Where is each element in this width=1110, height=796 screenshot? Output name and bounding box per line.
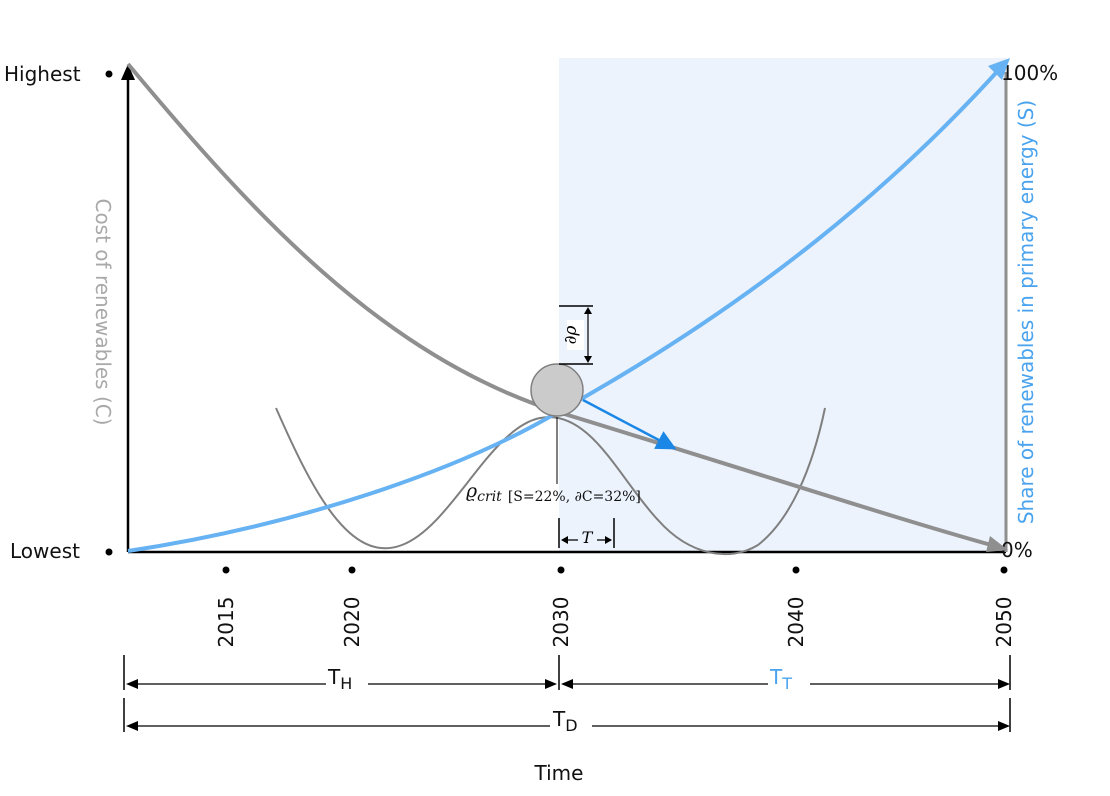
left-axis-arrowhead — [121, 64, 135, 80]
direction-arrow — [582, 398, 677, 450]
year-ticks: 2015 2020 2030 2040 2050 — [214, 566, 1016, 648]
tau-label: T — [582, 528, 594, 547]
potential-landscape-curve — [275, 407, 826, 556]
tau-arrow-left — [561, 536, 568, 544]
rho-crit-symbol: ϱ — [466, 480, 478, 502]
td-label-bg — [550, 706, 592, 732]
tt-label-bg — [768, 664, 810, 690]
td-arrow-right — [998, 721, 1010, 731]
td-label: TD — [552, 707, 578, 735]
th-label: TH — [327, 665, 352, 693]
lowest-dot — [105, 548, 113, 556]
rho-crit-detail: [S=22%, ∂C=32%] — [508, 489, 641, 505]
year-label: 2030 — [549, 597, 573, 648]
th-arrow-right — [545, 679, 557, 689]
highest-dot — [105, 70, 113, 78]
d-rho-label-bg — [567, 320, 584, 350]
year-dot — [1000, 566, 1008, 574]
year-dot — [348, 566, 356, 574]
td-sub: D — [565, 716, 577, 735]
d-rho-arrow-top — [584, 307, 592, 314]
year-label: 2040 — [784, 597, 808, 648]
year-dot — [792, 566, 800, 574]
cost-curve-arrowhead — [986, 536, 1008, 552]
right-top-label: 100% — [1001, 61, 1058, 85]
tt-main: T — [769, 665, 783, 689]
th-main: T — [327, 665, 341, 689]
year-label: 2015 — [214, 597, 238, 648]
tt-arrow-left — [561, 679, 573, 689]
share-axis-title: Share of renewables in primary energy (S… — [1014, 100, 1038, 524]
tipping-ball — [530, 363, 584, 417]
tau-label-bg — [578, 527, 597, 545]
highest-label: Highest — [4, 62, 81, 86]
rho-crit-subscript: crit — [477, 489, 502, 505]
year-label: 2050 — [992, 597, 1016, 648]
th-sub: H — [340, 674, 352, 693]
tt-label: TT — [769, 665, 792, 693]
year-label: 2020 — [340, 597, 364, 648]
th-arrow-left — [126, 679, 138, 689]
td-arrow-left — [126, 721, 138, 731]
tau-arrow-right — [605, 536, 612, 544]
year-dot — [222, 566, 230, 574]
th-label-bg — [326, 664, 368, 690]
d-rho-label: ∂ρ — [561, 326, 581, 345]
lowest-label: Lowest — [10, 539, 80, 563]
tt-sub: T — [781, 674, 792, 693]
cost-axis-title: Cost of renewables (C) — [91, 198, 115, 425]
share-curve-arrowhead — [988, 58, 1010, 80]
year-dot — [557, 566, 565, 574]
tt-arrow-right — [998, 679, 1010, 689]
rho-crit-label: ϱcrit [S=22%, ∂C=32%] — [466, 480, 641, 505]
x-axis-title: Time — [534, 761, 584, 785]
td-main: T — [552, 707, 566, 731]
d-rho-arrow-bottom — [584, 356, 592, 363]
